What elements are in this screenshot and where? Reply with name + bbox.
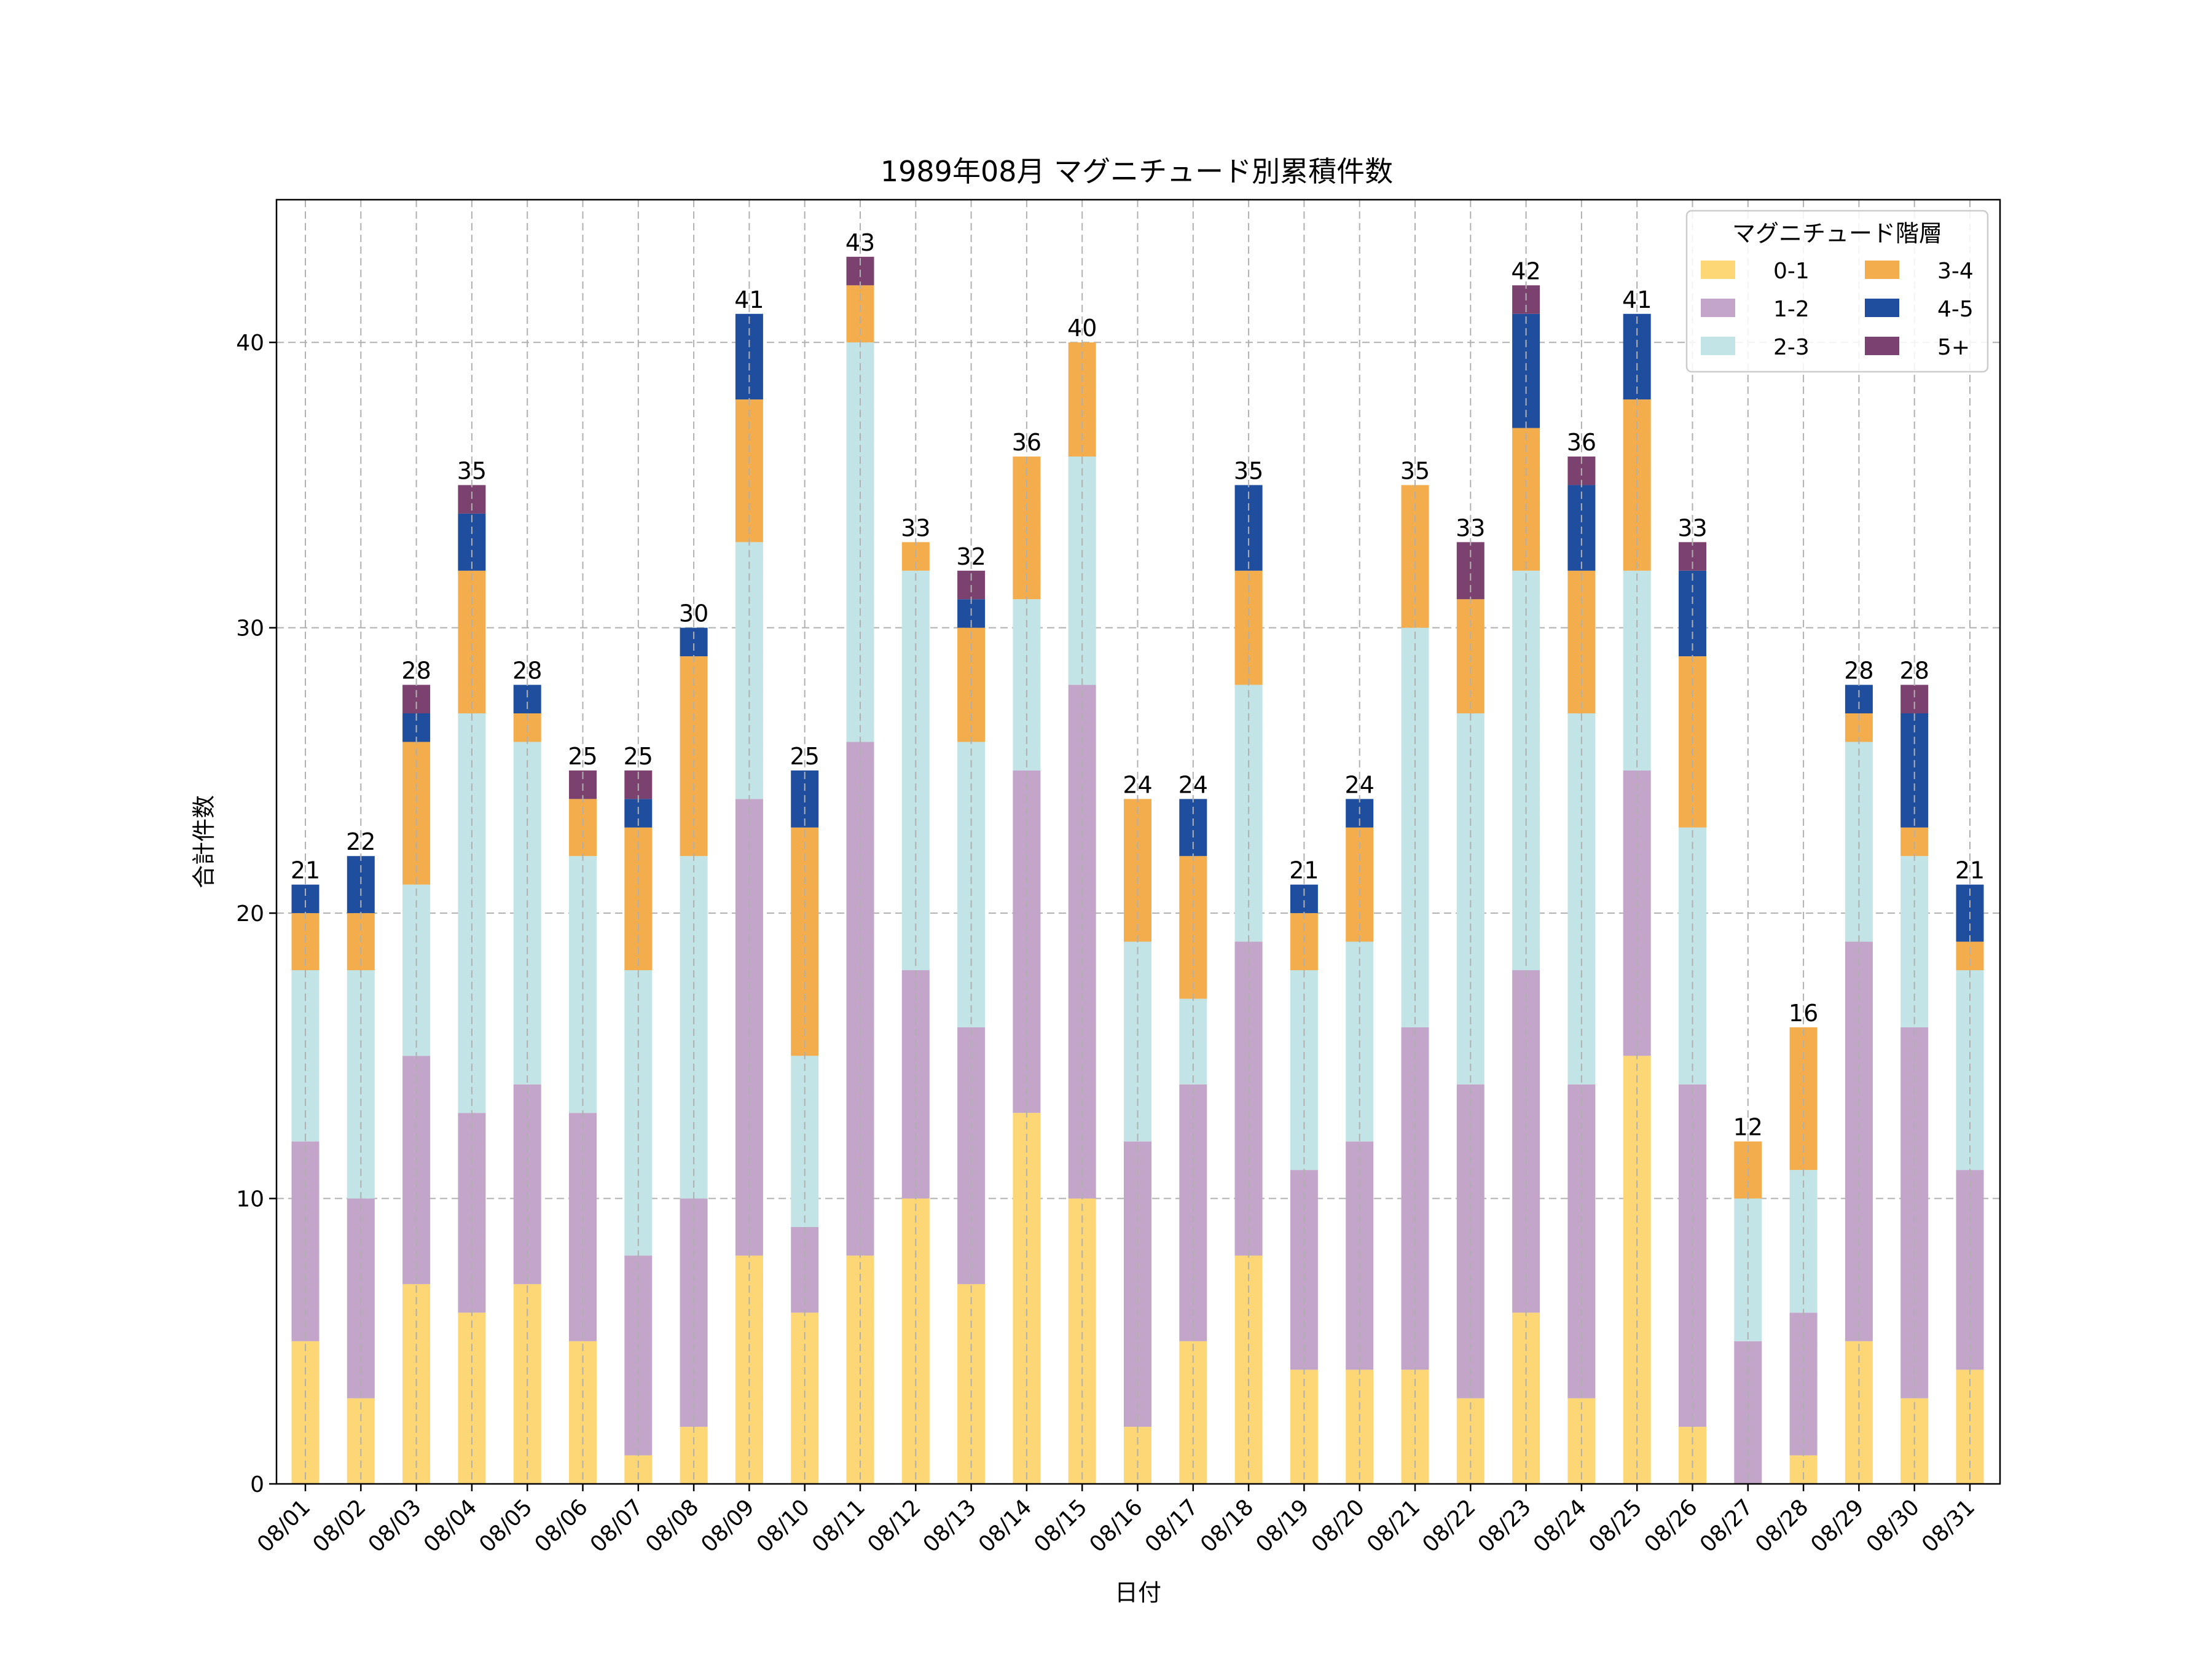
total-label: 28 — [1900, 657, 1929, 684]
total-label: 24 — [1179, 771, 1208, 798]
bar-segment — [569, 1341, 597, 1484]
total-label: 33 — [1456, 514, 1485, 541]
y-axis-label: 合計件数 — [190, 795, 218, 888]
total-label: 30 — [679, 600, 708, 627]
total-label: 12 — [1733, 1114, 1763, 1141]
legend-label: 0-1 — [1773, 259, 1810, 284]
bar-segment — [624, 1455, 653, 1484]
y-tick-label: 30 — [236, 616, 264, 641]
bar-segment — [735, 799, 763, 1256]
total-label: 41 — [734, 286, 764, 313]
bar-segment — [1789, 1455, 1818, 1484]
total-label: 43 — [845, 229, 875, 256]
total-label: 36 — [1012, 429, 1041, 456]
total-label: 33 — [901, 514, 930, 541]
total-label: 21 — [291, 857, 320, 884]
legend-label: 3-4 — [1937, 259, 1974, 284]
bar-segment — [1512, 570, 1540, 970]
total-label: 28 — [401, 657, 431, 684]
x-axis-label: 日付 — [1115, 1579, 1161, 1606]
bar-segment — [1179, 1341, 1207, 1484]
bar-segment — [1567, 570, 1596, 713]
total-label: 24 — [1123, 771, 1152, 798]
total-label: 21 — [1955, 857, 1985, 884]
legend-label: 2-3 — [1773, 335, 1810, 360]
total-labels: 21 22 28 35 28 25 25 30 41 25 43 33 32 36 40 24 24 35 21 24… — [291, 229, 1985, 1141]
total-label: 35 — [1234, 457, 1263, 484]
total-label: 35 — [1400, 457, 1430, 484]
bar-segment — [402, 684, 431, 713]
y-axis-ticks: 0 10 20 30 40 — [236, 331, 276, 1497]
total-label: 25 — [790, 743, 820, 770]
legend-swatch — [1865, 299, 1899, 317]
bar-segment — [1900, 1027, 1929, 1398]
total-label: 28 — [1844, 657, 1873, 684]
bar-segment — [458, 1113, 486, 1313]
y-tick-label: 0 — [250, 1472, 264, 1497]
legend-swatch — [1865, 337, 1899, 355]
bar-segment — [680, 656, 708, 857]
bars — [291, 200, 1984, 1484]
legend-label: 1-2 — [1773, 297, 1810, 322]
legend-swatch — [1701, 299, 1735, 317]
legend-label: 5+ — [1937, 335, 1970, 360]
bar-segment — [1900, 684, 1929, 713]
y-tick-label: 40 — [236, 331, 264, 356]
bar-segment — [291, 1341, 320, 1484]
total-label: 16 — [1789, 1000, 1818, 1027]
plot-frame — [275, 198, 2001, 1485]
y-tick-label: 10 — [236, 1187, 264, 1212]
legend-box — [1685, 210, 1989, 373]
bar-segment — [1845, 941, 1873, 1341]
total-label: 25 — [624, 743, 653, 770]
legend-swatch — [1701, 337, 1735, 355]
legend: マグニチュード階層 0-1 1-2 2-3 3-4 4-5 5+ — [1685, 210, 1989, 373]
total-label: 42 — [1511, 257, 1540, 284]
total-label: 24 — [1345, 771, 1375, 798]
legend-title: マグニチュード階層 — [1732, 220, 1942, 247]
total-label: 22 — [346, 828, 375, 855]
total-label: 35 — [457, 457, 487, 484]
legend-swatch — [1701, 261, 1735, 279]
bar-segment — [1845, 684, 1873, 713]
bar-segment — [624, 827, 653, 970]
bar-segment — [1956, 1170, 1984, 1370]
bar-segment — [513, 684, 541, 713]
bar-segment — [1290, 1170, 1318, 1370]
total-label: 41 — [1622, 286, 1652, 313]
total-label: 28 — [512, 657, 542, 684]
total-label: 33 — [1677, 514, 1707, 541]
chart-title: 1989年08月 マグニチュード別累積件数 — [880, 155, 1393, 188]
y-tick-label: 20 — [236, 901, 264, 927]
bar-segment — [1845, 1341, 1873, 1484]
total-label: 25 — [568, 743, 597, 770]
bar-segment — [458, 570, 486, 713]
bar-segment — [1956, 941, 1984, 970]
total-label: 40 — [1067, 315, 1097, 342]
total-label: 32 — [956, 543, 986, 570]
bar-segment — [1401, 627, 1429, 1027]
legend-label: 4-5 — [1937, 297, 1974, 322]
legend-swatch — [1865, 261, 1899, 279]
bar-segment — [901, 570, 930, 970]
total-label: 36 — [1567, 429, 1596, 456]
total-label: 21 — [1289, 857, 1319, 884]
bar-segment — [1734, 1341, 1762, 1484]
